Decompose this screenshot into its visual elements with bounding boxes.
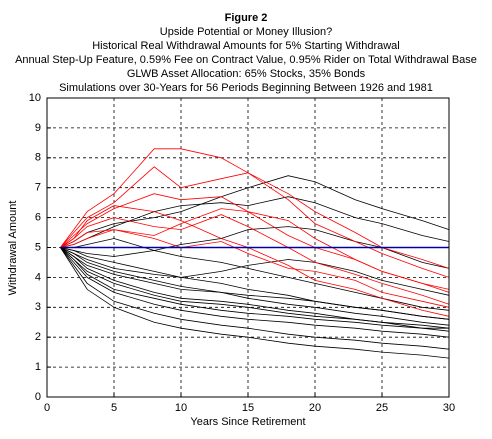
y-tick-label: 4 <box>35 271 41 283</box>
x-tick-label: 5 <box>111 402 117 414</box>
series-line <box>60 247 450 359</box>
y-tick-label: 10 <box>29 92 41 104</box>
series-line <box>60 205 450 317</box>
series-line <box>60 226 450 269</box>
series-line <box>60 247 449 329</box>
y-tick-label: 1 <box>35 361 41 373</box>
x-tick-label: 15 <box>242 402 254 414</box>
series-line <box>60 247 450 326</box>
y-tick-label: 6 <box>35 212 41 224</box>
series-line <box>60 247 450 338</box>
x-tick-label: 10 <box>175 402 187 414</box>
chart-subtitle: Upside Potential or Money Illusion? <box>160 26 332 38</box>
y-tick-label: 8 <box>35 152 41 164</box>
series-line <box>60 247 450 329</box>
series-line <box>60 238 450 311</box>
chart-subtitle: GLWB Asset Allocation: 65% Stocks, 35% B… <box>127 68 366 80</box>
chart-title: Figure 2 <box>225 12 268 24</box>
x-tick-label: 25 <box>376 402 388 414</box>
chart-subtitle: Historical Real Withdrawal Amounts for 5… <box>92 40 400 52</box>
series-line <box>60 247 450 350</box>
series-line <box>60 208 450 293</box>
series-line <box>60 247 450 320</box>
plot-frame <box>46 97 450 398</box>
series-line <box>60 166 450 278</box>
y-tick-label: 5 <box>35 241 41 253</box>
y-axis-label: Withdrawal Amount <box>7 201 19 296</box>
y-tick-label: 2 <box>35 331 41 343</box>
y-tick-label: 0 <box>35 391 41 403</box>
y-tick-label: 3 <box>35 301 41 313</box>
series-line <box>60 214 450 305</box>
series-line <box>60 175 450 248</box>
x-axis-label: Years Since Retirement <box>190 416 305 428</box>
series-line <box>60 148 450 269</box>
y-tick-label: 9 <box>35 122 41 134</box>
chart-subtitle: Annual Step-Up Feature, 0.59% Fee on Con… <box>15 54 477 66</box>
chart-subtitle: Simulations over 30-Years for 56 Periods… <box>59 82 433 94</box>
y-tick-label: 7 <box>35 182 41 194</box>
x-tick-label: 0 <box>44 402 50 414</box>
series-line <box>60 247 450 296</box>
x-tick-label: 30 <box>443 402 455 414</box>
x-tick-label: 20 <box>309 402 321 414</box>
